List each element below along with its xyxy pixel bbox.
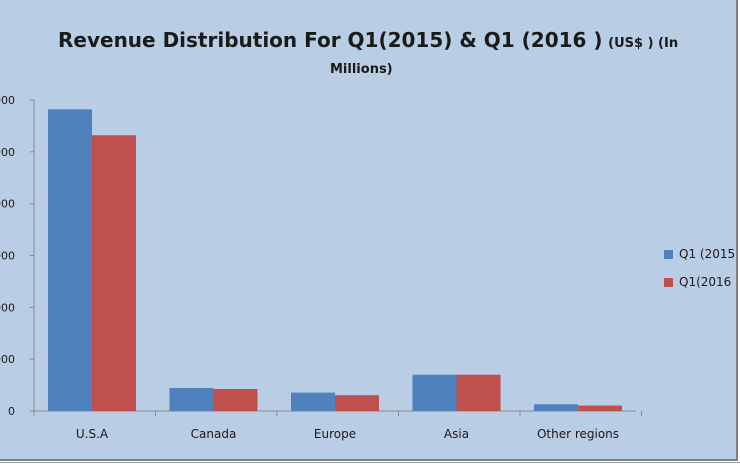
bar-u-s-a-series-1 (48, 109, 92, 411)
y-tick-label: 000 (0, 94, 15, 107)
bar-asia-series-2 (456, 374, 501, 411)
x-tick-label: U.S.A (76, 427, 109, 441)
legend: Q1 (2015 Q1(2016 (664, 244, 735, 300)
legend-label-q1-2016: Q1(2016 (679, 275, 732, 289)
chart-title: Revenue Distribution For Q1(2015) & Q1 (… (0, 28, 740, 52)
bar-canada-series-1 (169, 387, 214, 411)
legend-item-q1-2015: Q1 (2015 (664, 244, 735, 264)
y-tick-label: 000 (0, 353, 15, 366)
x-tick-label: Asia (444, 427, 469, 441)
legend-item-q1-2016: Q1(2016 (664, 272, 735, 292)
chart-title-units: (US$ ) (In (608, 36, 679, 51)
bar-canada-series-2 (213, 388, 258, 411)
legend-swatch-q1-2016 (664, 277, 673, 287)
bar-asia-series-1 (412, 374, 457, 411)
y-tick-label: 0 (8, 405, 15, 418)
x-tick-label: Other regions (537, 427, 619, 441)
chart-title-line2: Millions) (330, 62, 393, 77)
bottom-border (0, 462, 740, 470)
bar-europe-series-1 (291, 392, 335, 411)
chart-title-main: Revenue Distribution For Q1(2015) & Q1 (… (58, 28, 603, 52)
bar-u-s-a-series-2 (92, 135, 136, 411)
y-tick-label: 000 (0, 301, 15, 314)
y-tick-label: 000 (0, 146, 15, 159)
x-tick-label: Europe (314, 427, 356, 441)
legend-label-q1-2015: Q1 (2015 (679, 247, 736, 261)
bar-europe-series-2 (335, 395, 379, 411)
bar-other-regions-series-1 (534, 404, 578, 411)
bar-other-regions-series-2 (578, 405, 622, 411)
x-tick-label: Canada (191, 427, 237, 441)
legend-swatch-q1-2015 (664, 249, 673, 259)
y-tick-label: 000 (0, 250, 15, 263)
y-tick-label: 000 (0, 198, 15, 211)
